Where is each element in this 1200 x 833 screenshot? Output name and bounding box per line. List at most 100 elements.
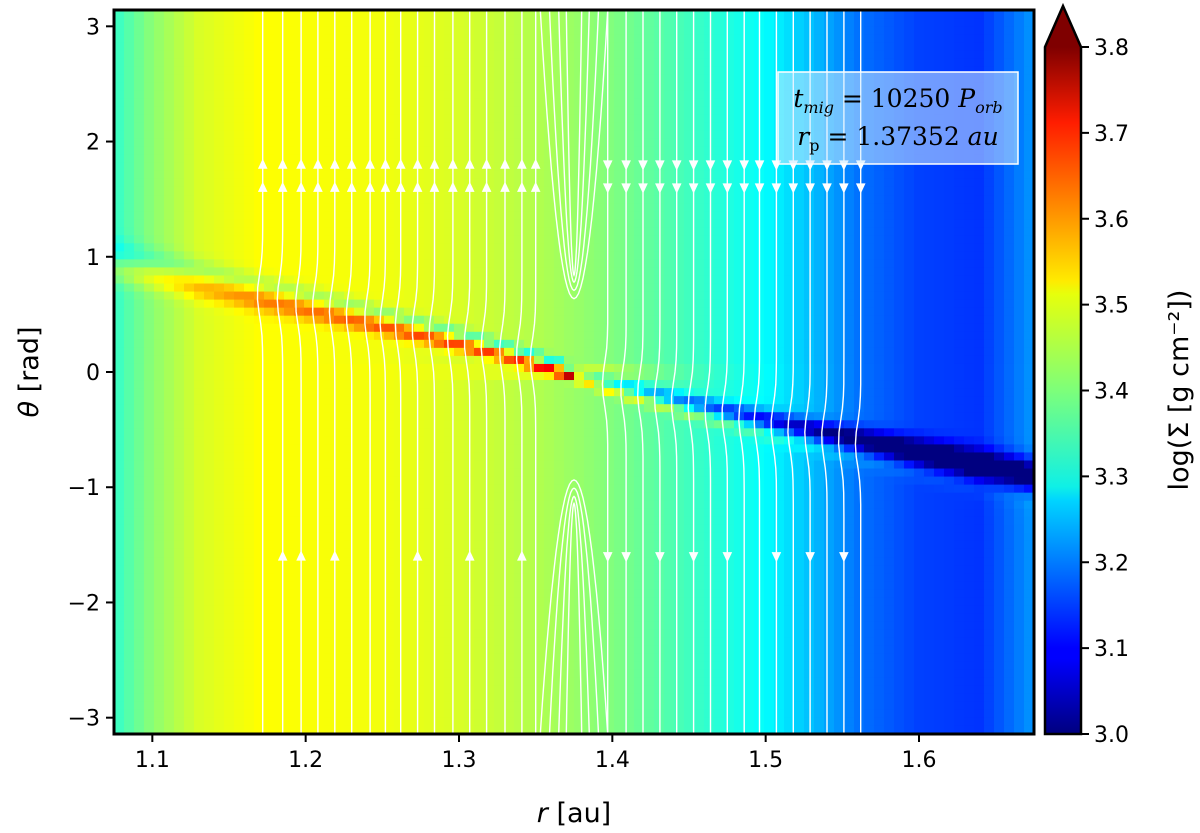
heatmap-cell [514,275,525,285]
heatmap-cell [524,516,535,526]
heatmap-cell [184,621,195,631]
heatmap-cell [194,10,205,19]
heatmap-cell [354,307,365,317]
heatmap-cell [164,717,175,727]
heatmap-cell [574,178,585,188]
heatmap-cell [164,259,175,269]
heatmap-cell [274,637,285,647]
heatmap-cell [414,460,425,470]
heatmap-cell [334,725,345,734]
heatmap-cell [274,573,285,582]
heatmap-cell [274,267,285,277]
heatmap-cell [214,557,225,566]
heatmap-cell [524,66,535,75]
heatmap-cell [584,98,595,108]
heatmap-cell [134,532,145,542]
heatmap-cell [504,130,515,140]
heatmap-cell [164,347,175,357]
heatmap-cell [174,661,185,671]
heatmap-cell [194,532,205,542]
heatmap-cell [534,565,545,574]
heatmap-cell [134,573,145,582]
heatmap-cell [394,307,405,317]
heatmap-cell [584,307,595,317]
heatmap-cell [404,444,415,454]
heatmap-cell [564,259,575,269]
heatmap-cell [454,259,465,269]
heatmap-cell [444,50,455,59]
heatmap-cell [384,436,395,445]
heatmap-cell [144,725,155,734]
heatmap-cell [494,589,505,598]
heatmap-cell [594,82,605,92]
heatmap-cell [354,162,365,172]
heatmap-cell [314,363,325,373]
heatmap-cell [164,380,175,389]
heatmap-cell [494,106,505,116]
heatmap-cell [544,18,555,27]
heatmap-cell [424,154,435,164]
heatmap-cell [514,42,525,51]
heatmap-cell [494,548,505,558]
heatmap-cell [514,709,525,719]
heatmap-cell [424,219,435,228]
heatmap-cell [174,669,185,679]
heatmap-cell [234,532,245,542]
heatmap-cell [314,10,325,19]
heatmap-cell [504,444,515,454]
heatmap-cell [384,98,395,108]
heatmap-cell [314,66,325,75]
heatmap-cell [334,693,345,703]
heatmap-cell [614,557,625,566]
heatmap-cell [324,677,335,687]
heatmap-cell [524,259,535,269]
heatmap-cell [524,436,535,445]
heatmap-cell [374,380,385,389]
heatmap-cell [644,162,655,172]
heatmap-cell [234,540,245,550]
heatmap-cell [214,74,225,83]
heatmap-cell [454,283,465,293]
heatmap-cell [114,540,125,550]
heatmap-cell [504,621,515,631]
heatmap-cell [344,146,355,156]
heatmap-cell [354,251,365,260]
heatmap-cell [524,315,535,325]
heatmap-cell [304,653,315,663]
heatmap-cell [364,460,375,470]
heatmap-cell [394,717,405,727]
heatmap-cell [144,436,155,445]
heatmap-cell [344,178,355,188]
heatmap-cell [524,605,535,614]
heatmap-cell [314,170,325,180]
heatmap-cell [424,484,435,494]
heatmap-cell [634,203,645,212]
heatmap-cell [624,685,635,695]
heatmap-cell [344,106,355,116]
heatmap-cell [534,725,545,734]
heatmap-cell [354,170,365,180]
heatmap-cell [574,581,585,590]
heatmap-cell [124,589,135,598]
heatmap-cell [244,500,255,510]
heatmap-cell [474,396,485,405]
heatmap-cell [144,90,155,100]
heatmap-cell [534,283,545,293]
heatmap-cell [364,565,375,574]
heatmap-cell [314,420,325,429]
heatmap-cell [594,412,605,421]
heatmap-cell [424,235,435,244]
heatmap-cell [404,524,415,534]
heatmap-cell [344,645,355,655]
heatmap-cell [314,90,325,100]
heatmap-cell [344,573,355,582]
heatmap-cell [474,637,485,647]
heatmap-cell [384,605,395,614]
heatmap-cell [434,532,445,542]
heatmap-cell [424,186,435,196]
heatmap-cell [624,645,635,655]
heatmap-cell [134,355,145,365]
heatmap-cell [374,307,385,317]
heatmap-cell [154,621,165,631]
heatmap-cell [174,677,185,687]
